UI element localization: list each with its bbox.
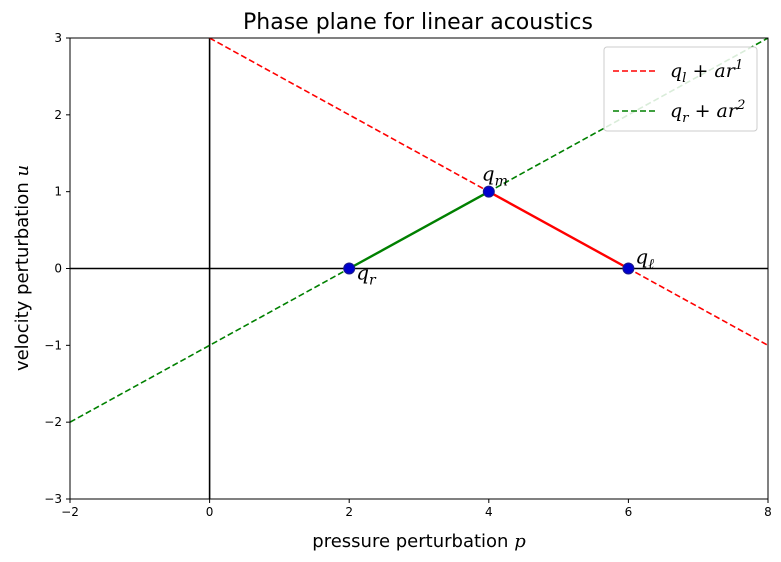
x-tick-label: 0 (206, 505, 214, 519)
x-tick-label: 6 (625, 505, 633, 519)
y-tick-label: −1 (44, 338, 62, 352)
legend-label-2: qr + ar2 (670, 98, 745, 126)
series-line-4 (348, 190, 490, 270)
x-tick-label: 8 (764, 505, 772, 519)
point-q-m (482, 185, 495, 198)
plot-area: qr qm qℓ (70, 38, 768, 499)
y-tick-label: 2 (54, 108, 62, 122)
point-label-q-r: qr (356, 261, 377, 289)
x-axis-ticks: −2 0 2 4 6 8 (61, 499, 772, 519)
x-tick-label: 2 (345, 505, 353, 519)
series-line-3 (488, 190, 629, 270)
y-tick-label: −3 (44, 492, 62, 506)
y-tick-label: 1 (54, 185, 62, 199)
y-axis-ticks: −3 −2 −1 0 1 2 3 (44, 31, 70, 506)
y-axis-label: velocity perturbation u (12, 165, 33, 371)
point-label-q-m: qm (482, 162, 508, 190)
x-axis-label: pressure perturbation p (312, 531, 526, 552)
y-tick-label: −2 (44, 415, 62, 429)
legend: ql + ar1 qr + ar2 (603, 46, 758, 132)
point-q-ell (622, 262, 635, 275)
y-tick-label: 3 (54, 31, 62, 45)
legend-box (603, 46, 758, 132)
chart-title: Phase plane for linear acoustics (243, 10, 593, 35)
point-label-q-ell: qℓ (635, 245, 654, 273)
x-tick-label: 4 (485, 505, 493, 519)
x-tick-label: −2 (61, 505, 79, 519)
point-q-r (343, 262, 356, 275)
y-tick-label: 0 (54, 262, 62, 276)
legend-label-1: ql + ar1 (670, 58, 743, 86)
